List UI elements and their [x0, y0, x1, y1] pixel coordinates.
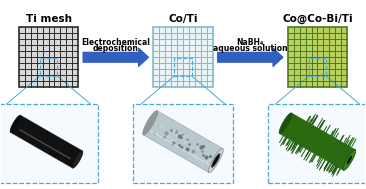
Ellipse shape	[212, 154, 220, 167]
Bar	[288, 27, 347, 87]
Bar	[0, 104, 98, 183]
Text: aqueous solution: aqueous solution	[213, 44, 288, 53]
Bar	[133, 104, 233, 183]
Bar	[174, 58, 192, 76]
Bar	[40, 58, 57, 76]
Text: Electrochemical: Electrochemical	[81, 38, 150, 47]
Ellipse shape	[72, 151, 83, 168]
Ellipse shape	[347, 156, 352, 164]
Ellipse shape	[10, 115, 21, 132]
Bar	[309, 58, 326, 76]
Polygon shape	[280, 113, 355, 170]
Bar	[19, 27, 78, 87]
Ellipse shape	[143, 111, 158, 135]
Ellipse shape	[208, 148, 223, 173]
Polygon shape	[11, 115, 83, 168]
Ellipse shape	[279, 113, 292, 134]
Text: Co/Ti: Co/Ti	[168, 14, 198, 23]
Text: NaBH₄: NaBH₄	[236, 38, 264, 47]
Text: Ti mesh: Ti mesh	[26, 14, 71, 23]
Text: Co@Co-Bi/Ti: Co@Co-Bi/Ti	[282, 13, 353, 23]
Polygon shape	[143, 111, 223, 173]
Bar	[268, 104, 366, 183]
Bar	[153, 27, 213, 87]
FancyArrowPatch shape	[83, 48, 148, 66]
FancyArrowPatch shape	[218, 48, 283, 66]
Ellipse shape	[343, 150, 356, 170]
Text: deposition: deposition	[93, 44, 139, 53]
